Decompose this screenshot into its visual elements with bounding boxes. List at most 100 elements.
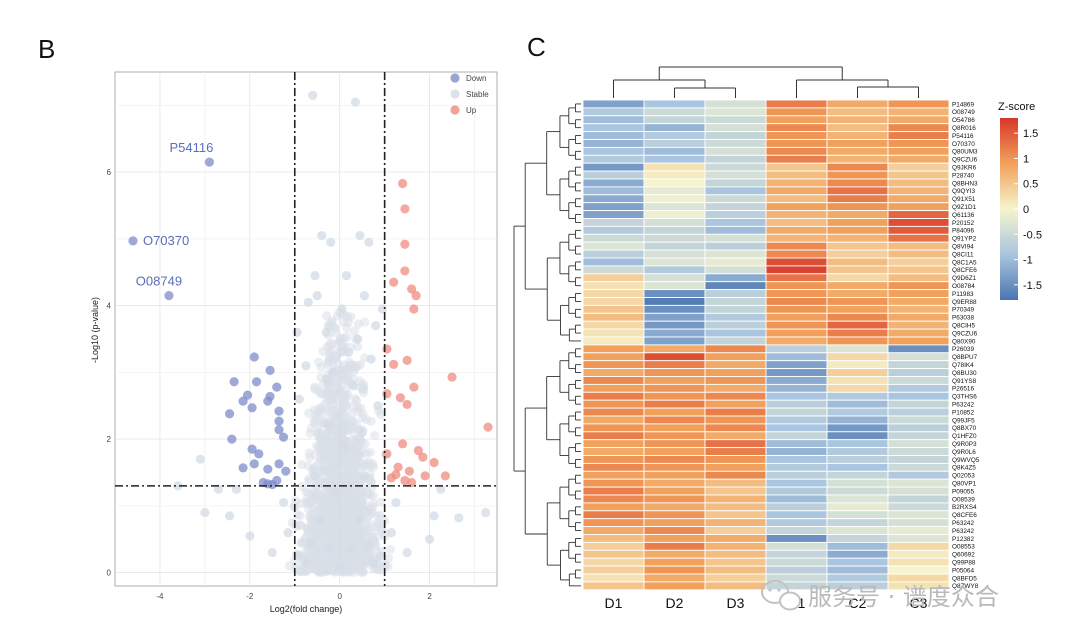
point-stable bbox=[330, 462, 340, 472]
point-stable bbox=[368, 498, 378, 508]
point-stable bbox=[324, 354, 334, 364]
point-stable bbox=[362, 487, 372, 497]
heatmap-cell bbox=[887, 265, 950, 275]
point-stable bbox=[354, 533, 365, 543]
heatmap-cell bbox=[643, 360, 706, 370]
point-stable bbox=[349, 554, 359, 565]
point-stable bbox=[347, 500, 358, 510]
point-stable bbox=[337, 530, 347, 540]
heatmap-cell bbox=[765, 518, 828, 528]
point-stable bbox=[339, 333, 349, 343]
point-stable bbox=[329, 390, 340, 400]
point-stable bbox=[349, 367, 359, 377]
point-stable bbox=[350, 505, 360, 516]
point-stable bbox=[319, 498, 329, 508]
point-stable bbox=[353, 549, 363, 559]
point-up bbox=[411, 291, 421, 301]
point-stable bbox=[347, 564, 357, 574]
point-stable bbox=[317, 523, 328, 533]
point-stable bbox=[356, 403, 366, 413]
point-up bbox=[400, 239, 410, 249]
point-stable bbox=[352, 505, 362, 515]
point-stable bbox=[357, 547, 367, 557]
point-stable bbox=[309, 560, 319, 571]
point-stable bbox=[342, 475, 352, 486]
point-stable bbox=[345, 502, 355, 512]
point-stable bbox=[326, 532, 337, 542]
zscore-tick-label: 1.5 bbox=[1023, 128, 1038, 140]
heatmap-cell bbox=[704, 470, 767, 480]
point-stable bbox=[321, 498, 331, 508]
point-stable bbox=[298, 567, 309, 577]
heatmap-cell bbox=[704, 557, 767, 567]
point-stable bbox=[354, 524, 364, 534]
legend-label: Up bbox=[466, 106, 477, 115]
point-stable bbox=[315, 544, 326, 554]
point-stable bbox=[331, 410, 341, 420]
point-stable bbox=[323, 536, 334, 546]
row-label: P09055 bbox=[952, 488, 974, 495]
heatmap-cell bbox=[826, 423, 889, 433]
point-stable bbox=[317, 563, 327, 573]
heatmap-cell bbox=[582, 455, 645, 464]
point-stable bbox=[339, 366, 349, 376]
point-stable bbox=[353, 500, 364, 510]
point-stable bbox=[347, 511, 357, 522]
point-stable bbox=[328, 513, 338, 523]
point-stable bbox=[313, 567, 324, 577]
point-stable bbox=[429, 511, 439, 521]
point-stable bbox=[341, 551, 351, 561]
heatmap-cell bbox=[704, 115, 767, 125]
point-stable bbox=[350, 456, 360, 466]
heatmap-cell bbox=[704, 581, 767, 591]
point-stable bbox=[359, 471, 370, 481]
point-stable bbox=[342, 500, 352, 510]
legend-label: Down bbox=[466, 74, 486, 83]
heatmap-cell bbox=[643, 415, 706, 425]
point-stable bbox=[330, 447, 340, 458]
heatmap-cell bbox=[826, 376, 889, 385]
point-stable bbox=[337, 498, 347, 508]
point-stable bbox=[325, 351, 335, 361]
point-stable bbox=[331, 328, 341, 338]
point-stable bbox=[354, 449, 364, 459]
point-stable bbox=[344, 559, 355, 569]
point-stable bbox=[317, 467, 327, 478]
point-stable bbox=[319, 436, 330, 446]
point-stable bbox=[327, 316, 337, 326]
row-label: Q9R0P3 bbox=[952, 441, 977, 448]
point-up bbox=[402, 399, 412, 410]
point-stable bbox=[332, 476, 342, 486]
point-stable bbox=[338, 461, 348, 471]
row-label: O70370 bbox=[952, 141, 975, 148]
point-stable bbox=[330, 536, 340, 546]
point-stable bbox=[344, 498, 354, 508]
point-stable bbox=[315, 490, 325, 500]
point-stable bbox=[308, 563, 318, 573]
point-stable bbox=[348, 449, 358, 459]
point-stable bbox=[339, 434, 349, 444]
point-stable bbox=[370, 522, 380, 532]
point-stable bbox=[341, 462, 351, 472]
watermark-text: 服务号 · 谱度众合 bbox=[808, 583, 999, 611]
row-label: Q8BU30 bbox=[952, 370, 977, 377]
point-stable bbox=[320, 523, 331, 534]
point-stable bbox=[356, 562, 366, 572]
point-stable bbox=[327, 556, 337, 566]
volcano-x-ticks: -4 -2 0 2 bbox=[156, 592, 432, 601]
point-stable bbox=[310, 405, 320, 415]
heatmap-cell bbox=[826, 281, 889, 291]
point-stable bbox=[312, 291, 322, 301]
heatmap-cell bbox=[826, 241, 889, 251]
point-up bbox=[382, 344, 392, 354]
row-label: P54116 bbox=[952, 133, 974, 140]
point-stable bbox=[339, 339, 349, 349]
row-label: P10852 bbox=[952, 409, 974, 416]
point-stable bbox=[348, 469, 358, 480]
row-label: Q02053 bbox=[952, 473, 975, 480]
point-stable bbox=[360, 556, 370, 566]
heatmap-cell bbox=[765, 225, 828, 235]
point-stable bbox=[312, 407, 323, 417]
heatmap-cell bbox=[887, 107, 950, 117]
point-stable bbox=[353, 470, 363, 480]
